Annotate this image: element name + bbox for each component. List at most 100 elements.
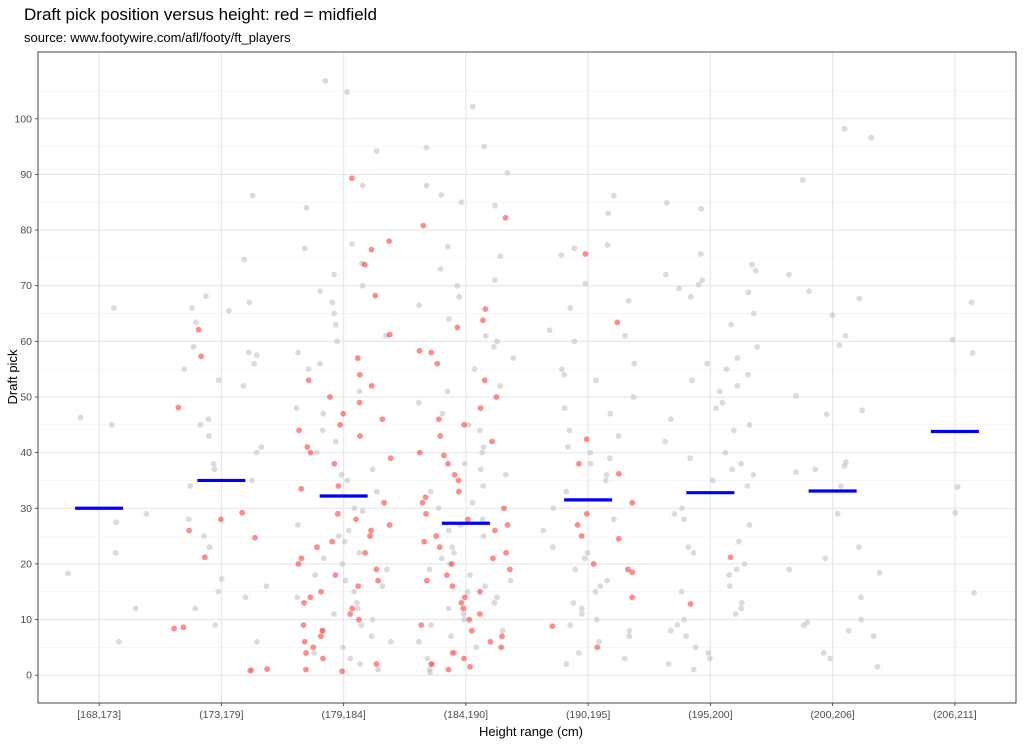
data-point-midfield: [727, 554, 734, 561]
data-point-midfield: [416, 347, 423, 354]
data-point-midfield: [175, 404, 182, 411]
data-point-other: [108, 421, 115, 428]
data-point-other: [320, 410, 327, 417]
data-point-other: [415, 399, 422, 406]
data-point-other: [841, 125, 848, 132]
data-point-midfield: [301, 638, 308, 645]
data-point-midfield: [386, 331, 393, 338]
data-point-other: [246, 299, 253, 306]
data-point-other: [581, 555, 588, 562]
data-point-midfield: [353, 516, 359, 523]
data-point-midfield: [506, 566, 513, 573]
chart-title: Draft pick position versus height: red =…: [24, 5, 377, 24]
data-point-midfield: [264, 666, 271, 672]
data-point-other: [294, 594, 301, 601]
data-point-midfield: [629, 499, 636, 506]
y-tick-label: 80: [20, 225, 32, 237]
data-point-midfield: [487, 638, 494, 645]
data-point-midfield: [367, 533, 373, 539]
data-point-other: [754, 344, 761, 350]
data-point-midfield: [320, 655, 326, 662]
data-point-other: [464, 588, 471, 595]
data-point-other: [499, 627, 506, 634]
data-point-other: [242, 594, 249, 601]
data-point-other: [709, 477, 716, 484]
data-point-other: [354, 605, 361, 612]
data-point-other: [369, 466, 376, 473]
data-point-midfield: [428, 349, 435, 356]
data-point-other: [357, 661, 364, 667]
data-point-midfield: [460, 605, 467, 612]
data-point-other: [201, 533, 207, 539]
y-tick-label: 50: [20, 391, 32, 403]
data-point-midfield: [460, 655, 467, 662]
data-point-midfield: [373, 566, 380, 573]
data-point-other: [549, 544, 556, 551]
data-point-other: [427, 661, 434, 667]
data-point-other: [592, 588, 599, 595]
data-point-other: [793, 392, 799, 399]
data-point-other: [954, 484, 961, 491]
data-point-midfield: [357, 433, 363, 439]
data-point-midfield: [298, 555, 305, 562]
data-point-other: [858, 616, 865, 623]
data-point-midfield: [468, 627, 475, 634]
data-point-midfield: [449, 561, 455, 567]
data-point-other: [446, 561, 453, 567]
data-point-other: [428, 622, 435, 628]
data-point-other: [734, 382, 741, 389]
data-point-other: [465, 421, 472, 428]
data-point-midfield: [303, 650, 309, 656]
data-point-other: [546, 327, 553, 334]
data-point-other: [786, 271, 792, 278]
data-point-other: [786, 566, 793, 573]
data-point-other: [745, 371, 751, 378]
data-point-midfield: [455, 477, 462, 484]
data-point-midfield: [437, 433, 444, 439]
data-point-other: [563, 488, 570, 495]
data-point-other: [587, 460, 594, 467]
data-point-midfield: [435, 416, 442, 423]
data-point-other: [834, 510, 841, 517]
data-point-midfield: [337, 421, 344, 428]
data-point-other: [870, 633, 877, 640]
data-point-midfield: [195, 326, 202, 333]
data-point-other: [730, 427, 737, 434]
data-point-other: [313, 449, 320, 456]
data-point-midfield: [583, 436, 590, 443]
data-point-midfield: [354, 355, 361, 361]
data-point-other: [741, 561, 748, 567]
data-point-other: [829, 312, 836, 319]
y-axis-title: Draft pick: [5, 349, 20, 404]
data-point-midfield: [307, 594, 314, 601]
data-point-other: [383, 332, 389, 339]
data-point-other: [678, 588, 685, 595]
data-point-midfield: [434, 360, 441, 367]
data-point-midfield: [445, 460, 451, 467]
data-point-other: [728, 321, 735, 328]
data-point-other: [540, 527, 547, 534]
data-point-midfield: [624, 566, 631, 573]
data-point-other: [312, 572, 319, 578]
data-point-midfield: [574, 522, 581, 528]
data-point-midfield: [502, 214, 509, 221]
data-point-midfield: [416, 449, 423, 456]
data-point-other: [726, 572, 733, 578]
data-point-other: [806, 288, 812, 295]
data-point-other: [340, 644, 346, 651]
data-point-other: [578, 611, 585, 617]
data-point-midfield: [582, 251, 589, 257]
data-point-other: [249, 192, 256, 199]
data-point-other: [800, 622, 807, 628]
data-point-other: [749, 261, 755, 268]
data-point-other: [968, 299, 975, 306]
data-point-other: [115, 638, 122, 645]
data-point-other: [622, 332, 628, 339]
data-point-midfield: [443, 572, 450, 578]
data-point-other: [663, 199, 670, 206]
data-point-other: [593, 616, 600, 623]
data-point-other: [301, 245, 308, 252]
data-point-other: [746, 522, 753, 528]
data-point-other: [473, 644, 480, 651]
data-point-other: [303, 204, 310, 211]
